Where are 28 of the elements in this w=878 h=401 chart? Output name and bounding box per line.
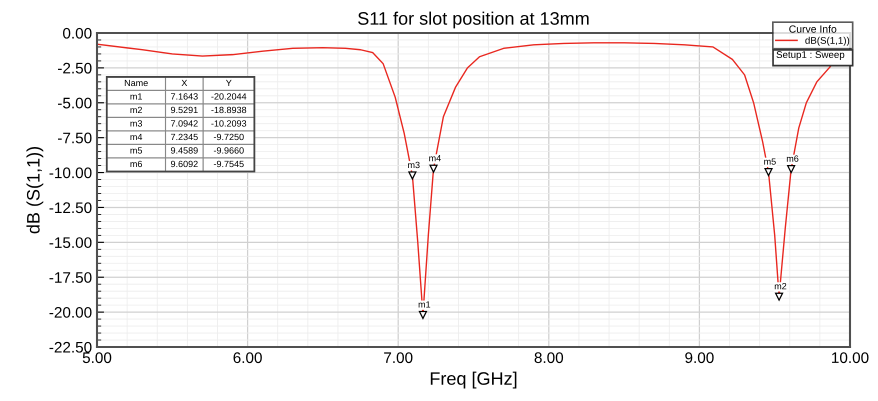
annotation: m1 [418, 301, 430, 308]
x-tick-label: 7.00 [384, 352, 412, 364]
y-axis-title: dB (S(1,1)) [26, 146, 44, 234]
legend-label: dB(S(1,1)) [805, 36, 850, 46]
y-tick-label: -15.00 [50, 237, 92, 248]
x-tick-label: 6.00 [234, 352, 262, 364]
y-tick-label: -7.50 [58, 132, 92, 144]
annotation: m6 [786, 155, 798, 162]
x-tick-label: 8.00 [534, 352, 564, 364]
y-tick-label: -20.00 [50, 306, 92, 318]
annotation: m2 [774, 282, 786, 290]
y-tick-label: -17.50 [50, 272, 92, 283]
annotation: m5 [764, 158, 776, 165]
y-tick-label: 0.00 [63, 28, 92, 39]
annotation: Setup1 : Sweep [776, 51, 844, 60]
x-tick-label: 9.00 [685, 352, 714, 364]
y-tick-label: -5.00 [58, 98, 92, 108]
x-tick-label: 5.00 [82, 352, 112, 364]
x-axis-title: Freq [GHz] [430, 372, 516, 388]
y-tick-label: -22.50 [50, 342, 92, 353]
chart-title: S11 for slot position at 13mm [358, 12, 589, 28]
annotation: m4 [429, 155, 441, 162]
annotation: m3 [408, 162, 420, 168]
y-tick-label: -10.00 [50, 167, 92, 178]
x-tick-label: 10.00 [832, 352, 869, 364]
y-tick-label: -2.50 [58, 62, 92, 74]
legend-title: Curve Info [789, 25, 836, 33]
y-tick-label: -12.50 [50, 202, 92, 214]
